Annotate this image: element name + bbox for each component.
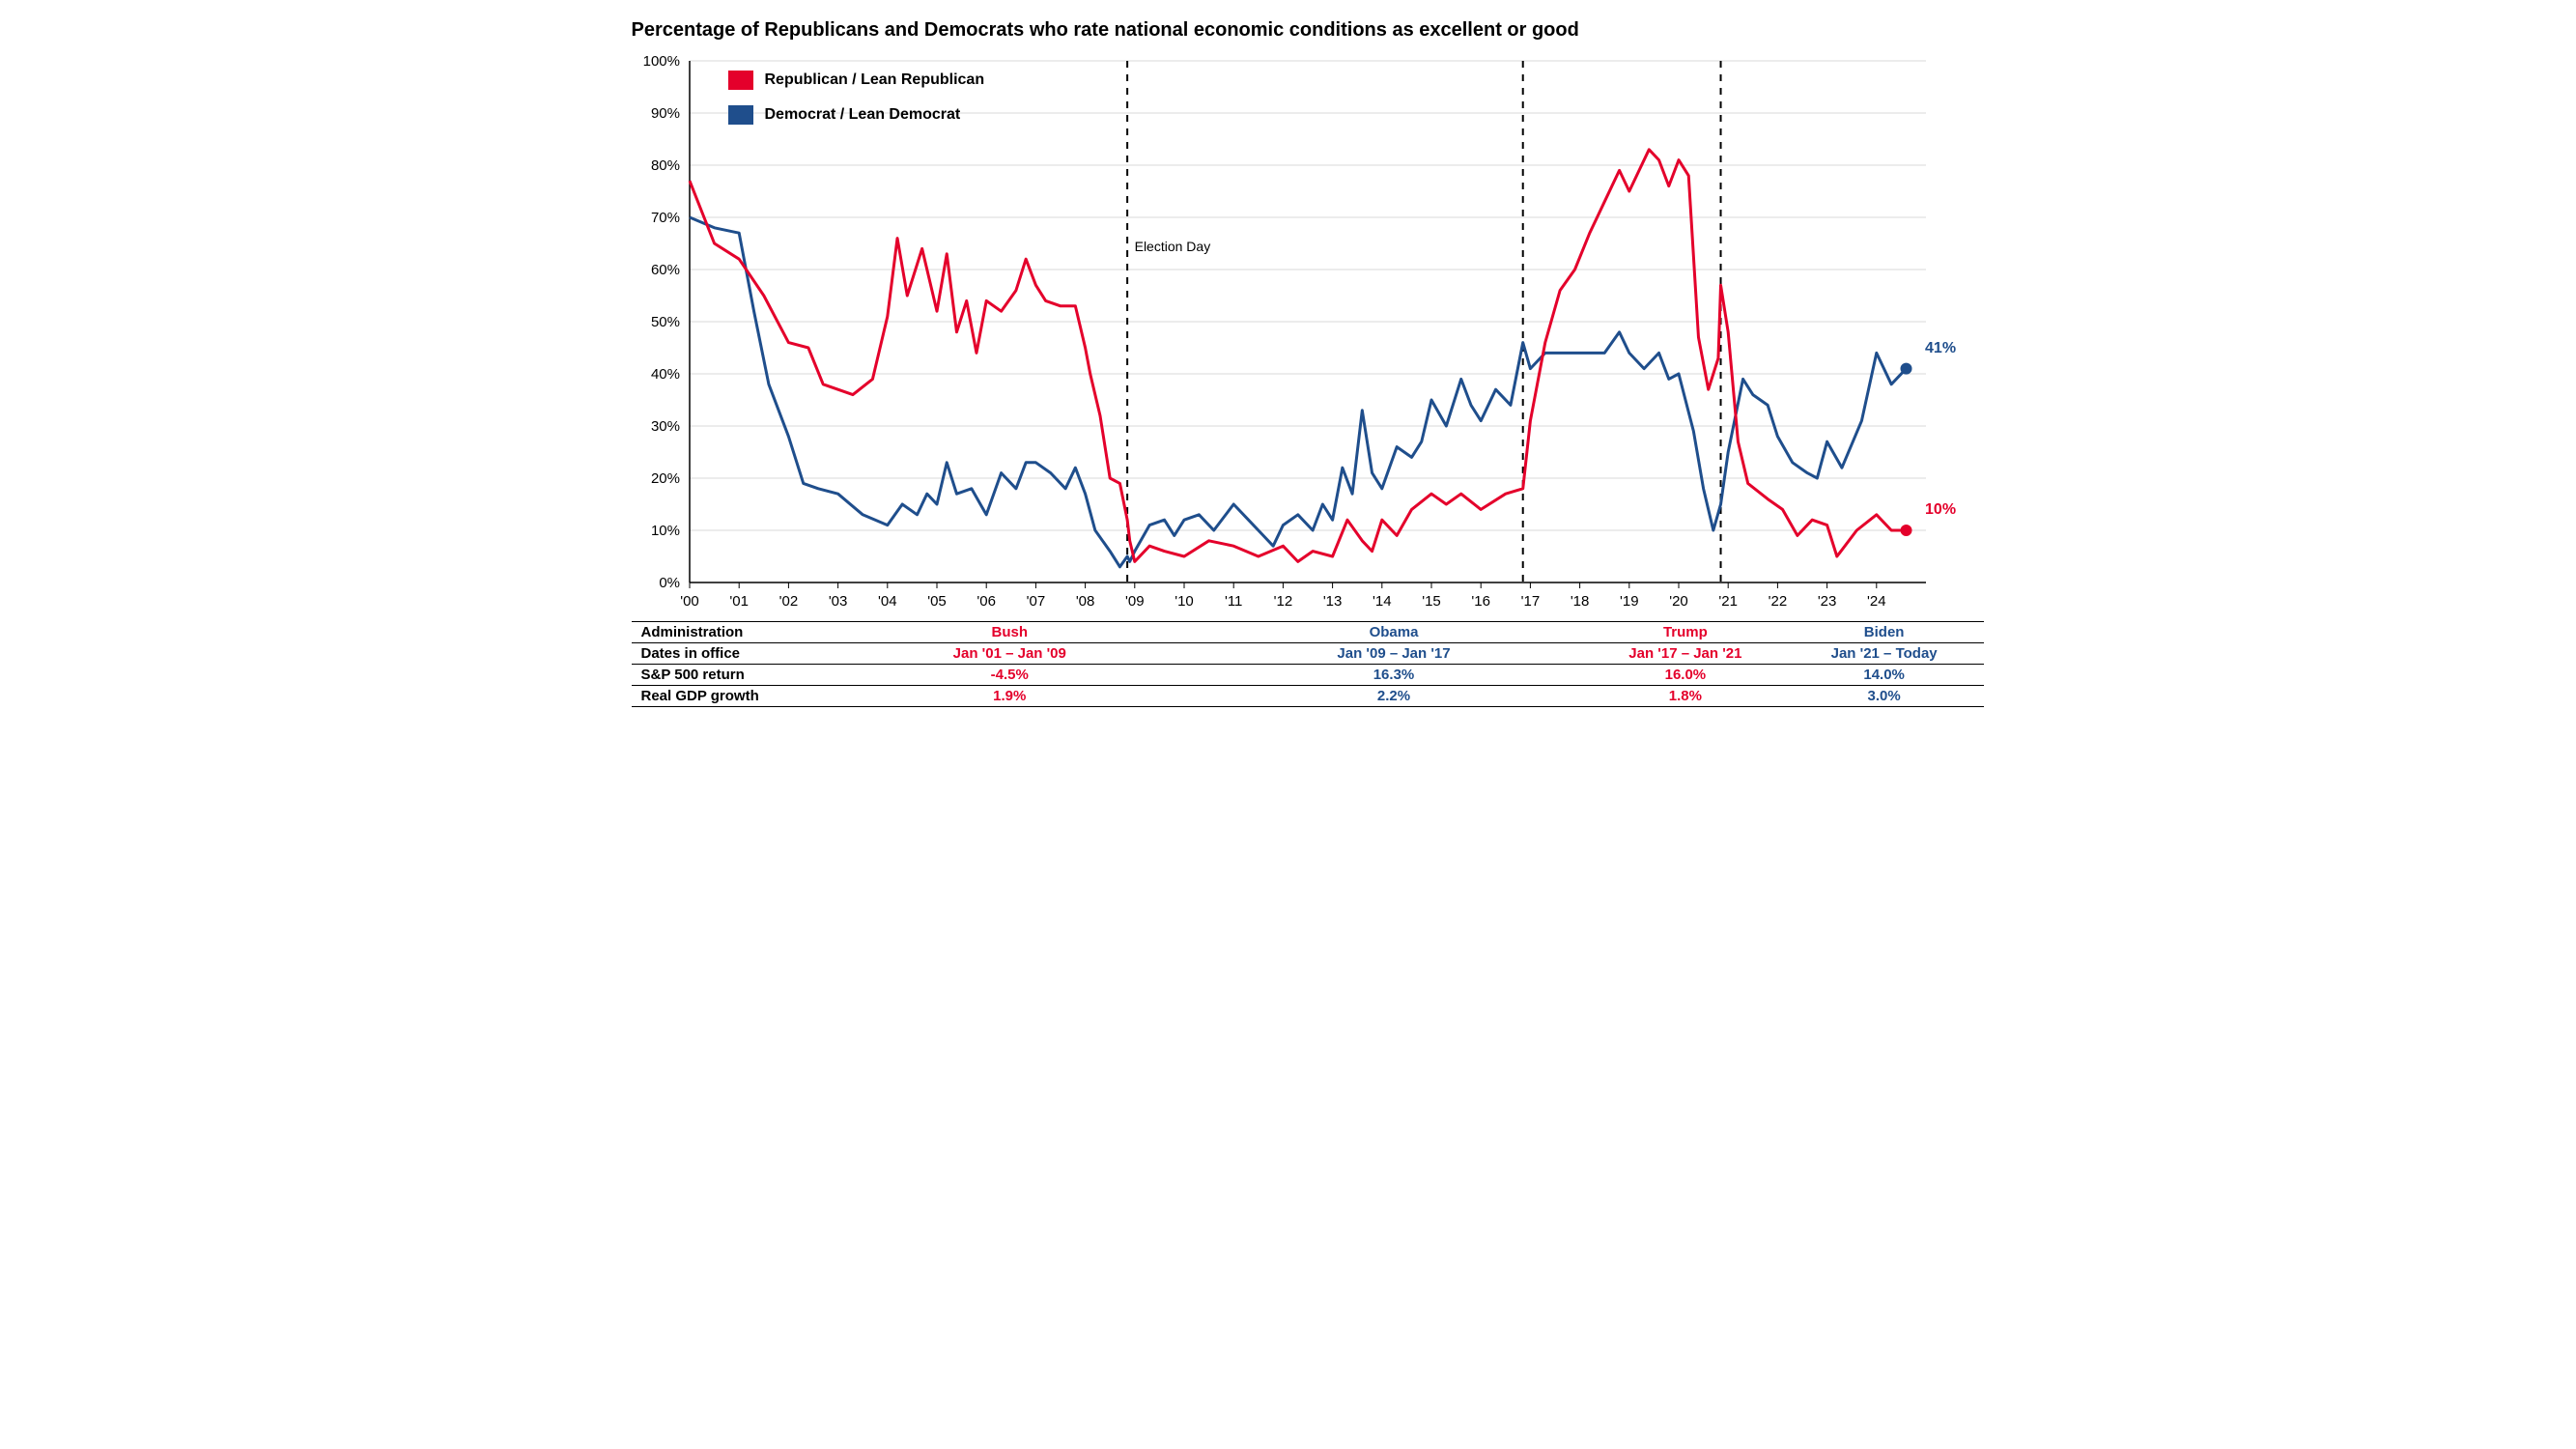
svg-text:'07: '07 — [1026, 593, 1045, 610]
svg-text:'04: '04 — [878, 593, 897, 610]
svg-text:'17: '17 — [1520, 593, 1540, 610]
table-header: Real GDP growth — [632, 686, 818, 707]
table-cell: 16.0% — [1586, 665, 1785, 686]
svg-text:'10: '10 — [1175, 593, 1194, 610]
svg-text:'19: '19 — [1620, 593, 1639, 610]
svg-text:'16: '16 — [1471, 593, 1490, 610]
table-cell: 16.3% — [1202, 665, 1586, 686]
legend-label-rep: Republican / Lean Republican — [765, 71, 985, 89]
table-header: S&P 500 return — [632, 665, 818, 686]
svg-text:'14: '14 — [1373, 593, 1392, 610]
svg-text:'20: '20 — [1669, 593, 1688, 610]
election-day-label: Election Day — [1135, 239, 1211, 254]
table-cell: 3.0% — [1785, 686, 1984, 707]
legend: Republican / Lean Republican Democrat / … — [728, 71, 985, 140]
table-cell: Biden — [1785, 622, 1984, 643]
table-cell: Bush — [818, 622, 1203, 643]
svg-text:40%: 40% — [650, 366, 679, 383]
table-cell: 1.9% — [818, 686, 1203, 707]
table-cell: Obama — [1202, 622, 1586, 643]
svg-text:'03: '03 — [828, 593, 847, 610]
table-cell: Jan '21 – Today — [1785, 643, 1984, 665]
svg-text:'18: '18 — [1570, 593, 1589, 610]
table-cell: Trump — [1586, 622, 1785, 643]
svg-text:'09: '09 — [1125, 593, 1145, 610]
legend-swatch-rep — [728, 71, 753, 90]
end-label-rep: 10% — [1925, 501, 1956, 519]
table-header: Administration — [632, 622, 818, 643]
svg-text:'22: '22 — [1768, 593, 1787, 610]
svg-text:60%: 60% — [650, 262, 679, 278]
table-cell: Jan '17 – Jan '21 — [1586, 643, 1785, 665]
table-header: Dates in office — [632, 643, 818, 665]
svg-text:'15: '15 — [1422, 593, 1441, 610]
svg-text:'02: '02 — [778, 593, 798, 610]
svg-text:'01: '01 — [729, 593, 749, 610]
svg-text:30%: 30% — [650, 418, 679, 435]
table-cell: -4.5% — [818, 665, 1203, 686]
svg-text:'05: '05 — [927, 593, 947, 610]
table-cell: 14.0% — [1785, 665, 1984, 686]
chart: 0% 10% 20% 30% 40% 50% 60% 70% 80% 90% 100% '00 '01 '… — [632, 51, 1984, 621]
table-cell: Jan '09 – Jan '17 — [1202, 643, 1586, 665]
legend-label-dem: Democrat / Lean Democrat — [765, 106, 961, 124]
table-cell: 2.2% — [1202, 686, 1586, 707]
svg-text:20%: 20% — [650, 470, 679, 487]
svg-text:50%: 50% — [650, 314, 679, 330]
svg-text:0%: 0% — [659, 575, 680, 591]
svg-text:100%: 100% — [642, 53, 679, 70]
table-cell: 1.8% — [1586, 686, 1785, 707]
end-label-dem: 41% — [1925, 340, 1956, 357]
svg-text:70%: 70% — [650, 210, 679, 226]
table-cell: Jan '01 – Jan '09 — [818, 643, 1203, 665]
administration-table: AdministrationBushObamaTrumpBiden Dates i… — [632, 621, 1984, 707]
svg-text:'06: '06 — [977, 593, 996, 610]
chart-title: Percentage of Republicans and Democrats … — [632, 19, 1984, 42]
svg-text:'08: '08 — [1075, 593, 1094, 610]
svg-text:'00: '00 — [680, 593, 699, 610]
svg-text:'24: '24 — [1867, 593, 1886, 610]
svg-text:'12: '12 — [1273, 593, 1292, 610]
svg-text:'23: '23 — [1817, 593, 1836, 610]
svg-text:80%: 80% — [650, 157, 679, 174]
svg-text:90%: 90% — [650, 105, 679, 122]
svg-text:'21: '21 — [1718, 593, 1738, 610]
svg-text:10%: 10% — [650, 523, 679, 539]
legend-swatch-dem — [728, 105, 753, 125]
svg-text:'13: '13 — [1322, 593, 1342, 610]
svg-text:'11: '11 — [1224, 593, 1241, 610]
